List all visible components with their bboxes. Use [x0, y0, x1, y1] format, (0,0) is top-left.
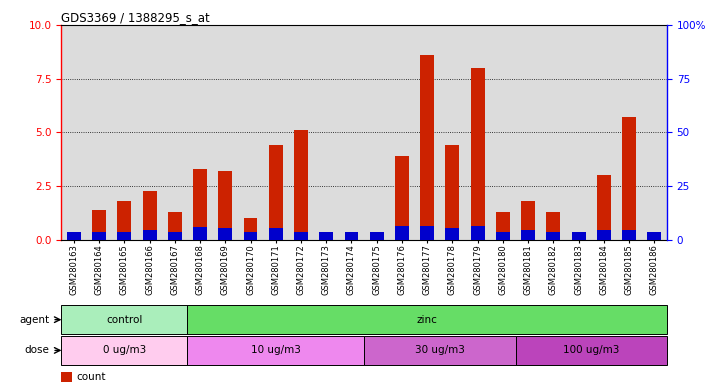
- Bar: [67, 239, 81, 240]
- Bar: [319, 239, 333, 240]
- Bar: [496, 212, 510, 240]
- Text: 30 ug/m3: 30 ug/m3: [415, 345, 465, 356]
- Bar: [345, 239, 358, 240]
- Bar: [370, 232, 384, 240]
- Bar: [143, 190, 156, 240]
- Bar: [547, 212, 560, 240]
- Bar: [244, 218, 257, 240]
- Bar: [647, 239, 661, 240]
- Bar: [61, 372, 72, 382]
- Bar: [521, 230, 535, 240]
- Bar: [187, 305, 667, 334]
- Bar: [168, 232, 182, 240]
- Bar: [622, 230, 636, 240]
- Text: 100 ug/m3: 100 ug/m3: [563, 345, 619, 356]
- Bar: [61, 305, 187, 334]
- Bar: [67, 232, 81, 240]
- Bar: [420, 55, 434, 240]
- Bar: [92, 210, 106, 240]
- Bar: [647, 232, 661, 240]
- Bar: [420, 226, 434, 240]
- Bar: [597, 230, 611, 240]
- Bar: [345, 232, 358, 240]
- Bar: [168, 212, 182, 240]
- Bar: [395, 156, 409, 240]
- Bar: [193, 169, 207, 240]
- Bar: [446, 146, 459, 240]
- Bar: [269, 228, 283, 240]
- Bar: [496, 232, 510, 240]
- Bar: [395, 226, 409, 240]
- Bar: [61, 336, 187, 365]
- Bar: [516, 336, 667, 365]
- Bar: [521, 201, 535, 240]
- Bar: [597, 175, 611, 240]
- Bar: [364, 336, 516, 365]
- Text: 10 ug/m3: 10 ug/m3: [251, 345, 301, 356]
- Text: control: control: [106, 314, 143, 325]
- Bar: [92, 232, 106, 240]
- Text: dose: dose: [25, 345, 49, 356]
- Bar: [143, 230, 156, 240]
- Bar: [269, 146, 283, 240]
- Bar: [187, 336, 364, 365]
- Bar: [294, 130, 308, 240]
- Bar: [446, 228, 459, 240]
- Bar: [572, 232, 585, 240]
- Text: GDS3369 / 1388295_s_at: GDS3369 / 1388295_s_at: [61, 11, 210, 24]
- Bar: [547, 232, 560, 240]
- Text: count: count: [76, 372, 106, 382]
- Bar: [244, 232, 257, 240]
- Bar: [370, 239, 384, 240]
- Bar: [118, 232, 131, 240]
- Bar: [218, 228, 232, 240]
- Bar: [319, 232, 333, 240]
- Text: zinc: zinc: [417, 314, 438, 325]
- Text: agent: agent: [19, 314, 49, 325]
- Bar: [471, 226, 485, 240]
- Bar: [622, 118, 636, 240]
- Bar: [118, 201, 131, 240]
- Bar: [294, 232, 308, 240]
- Text: 0 ug/m3: 0 ug/m3: [103, 345, 146, 356]
- Bar: [572, 239, 585, 240]
- Bar: [471, 68, 485, 240]
- Bar: [193, 227, 207, 240]
- Bar: [218, 171, 232, 240]
